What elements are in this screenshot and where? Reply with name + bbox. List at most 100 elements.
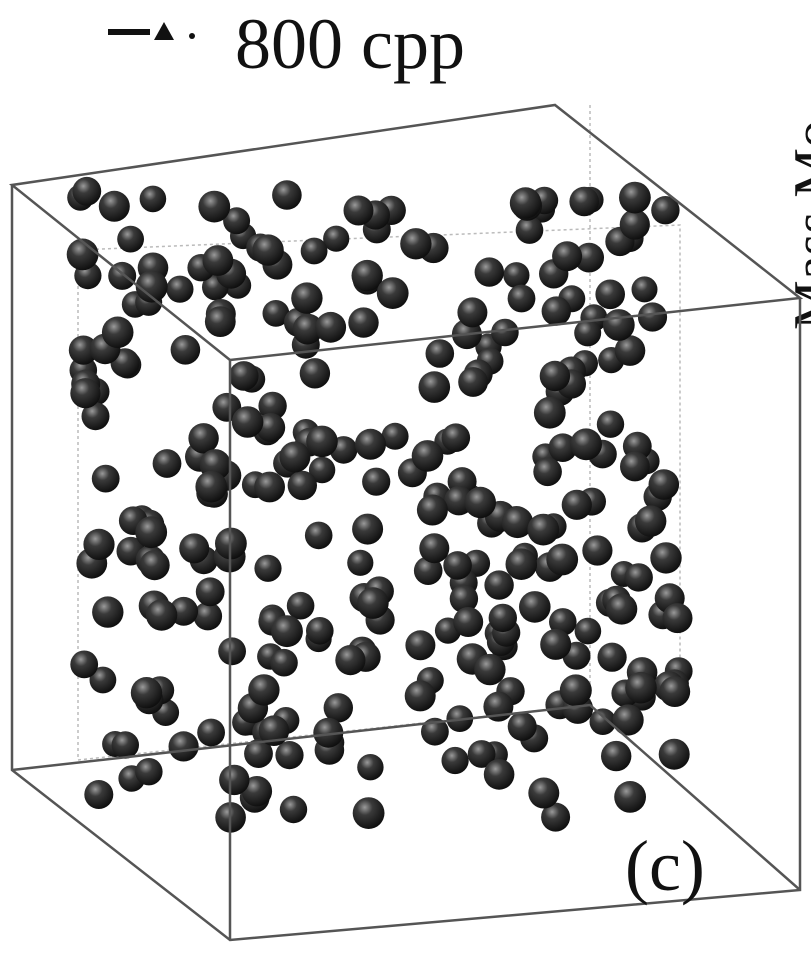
particle <box>306 426 338 458</box>
particle <box>171 335 201 365</box>
particle <box>169 731 199 761</box>
particle <box>510 187 541 218</box>
particle <box>357 587 389 619</box>
particle <box>606 593 637 624</box>
particle <box>272 180 302 210</box>
particle <box>546 544 578 576</box>
particle <box>508 712 537 741</box>
particle <box>574 319 601 346</box>
particle <box>218 637 246 665</box>
particle <box>279 442 310 473</box>
particle <box>362 468 390 496</box>
particle <box>291 282 322 313</box>
particle <box>613 704 644 735</box>
particle <box>405 680 436 711</box>
particle <box>352 260 383 291</box>
particle <box>659 739 690 770</box>
particle <box>400 228 431 259</box>
particle <box>632 276 658 302</box>
particle <box>595 280 625 310</box>
particles <box>67 177 693 833</box>
particle <box>542 296 571 325</box>
particle <box>484 570 513 599</box>
particle <box>603 309 635 341</box>
particle <box>229 361 259 391</box>
particle <box>348 307 378 337</box>
particle <box>506 548 538 580</box>
particle <box>465 487 496 518</box>
particle <box>352 514 383 545</box>
particle <box>102 317 134 349</box>
particle <box>419 371 451 403</box>
particle <box>650 542 681 573</box>
particle <box>135 758 162 785</box>
particle <box>140 550 170 580</box>
particle <box>84 780 113 809</box>
particle <box>491 319 519 347</box>
particle <box>419 533 449 563</box>
particle <box>135 516 167 548</box>
particle <box>166 276 193 303</box>
legend-dot <box>189 33 195 39</box>
particle <box>300 358 330 388</box>
particle <box>528 778 559 809</box>
particle <box>426 339 455 368</box>
particle <box>306 617 334 645</box>
particle <box>205 306 236 337</box>
particle <box>570 428 602 460</box>
particle <box>453 607 483 637</box>
particle <box>92 465 120 493</box>
particle <box>232 406 264 438</box>
particle <box>92 596 123 627</box>
particle <box>569 187 599 217</box>
particle <box>353 797 385 829</box>
legend-label: 800 cpp <box>235 4 465 84</box>
particle <box>508 285 536 313</box>
particle <box>597 411 624 438</box>
particle <box>552 241 582 271</box>
panel-label: (c) <box>625 826 705 906</box>
particle <box>117 226 144 253</box>
particle <box>442 747 469 774</box>
particle <box>540 629 571 660</box>
particle <box>575 618 602 645</box>
particle <box>248 674 279 705</box>
particle <box>99 191 130 222</box>
figure: 800 cpp Mass Mo (c) <box>0 0 811 960</box>
particle <box>305 522 333 550</box>
particle <box>254 472 285 503</box>
particle <box>288 471 317 500</box>
particle <box>153 449 182 478</box>
particle <box>659 676 690 707</box>
particle <box>620 452 650 482</box>
particle <box>112 731 139 758</box>
particle <box>625 563 653 591</box>
particle <box>377 277 409 309</box>
particle <box>533 458 562 487</box>
particle <box>140 186 167 213</box>
particle <box>357 754 383 780</box>
particle <box>614 781 646 813</box>
particle <box>598 643 627 672</box>
particle <box>625 672 657 704</box>
particle <box>252 234 283 265</box>
particle <box>582 535 612 565</box>
particle <box>335 645 365 675</box>
particle <box>519 591 551 623</box>
particle <box>275 741 303 769</box>
particle <box>442 423 471 452</box>
particle <box>301 238 328 265</box>
particle <box>619 182 651 214</box>
particle <box>663 603 693 633</box>
particle <box>527 514 559 546</box>
particle <box>72 177 101 206</box>
particle <box>280 796 307 823</box>
particle <box>649 469 680 500</box>
particle <box>412 440 444 472</box>
particle <box>179 533 209 563</box>
particle <box>70 651 98 679</box>
particle <box>270 649 298 677</box>
legend: 800 cpp <box>108 4 465 84</box>
particle <box>534 397 566 429</box>
particle <box>196 577 225 606</box>
